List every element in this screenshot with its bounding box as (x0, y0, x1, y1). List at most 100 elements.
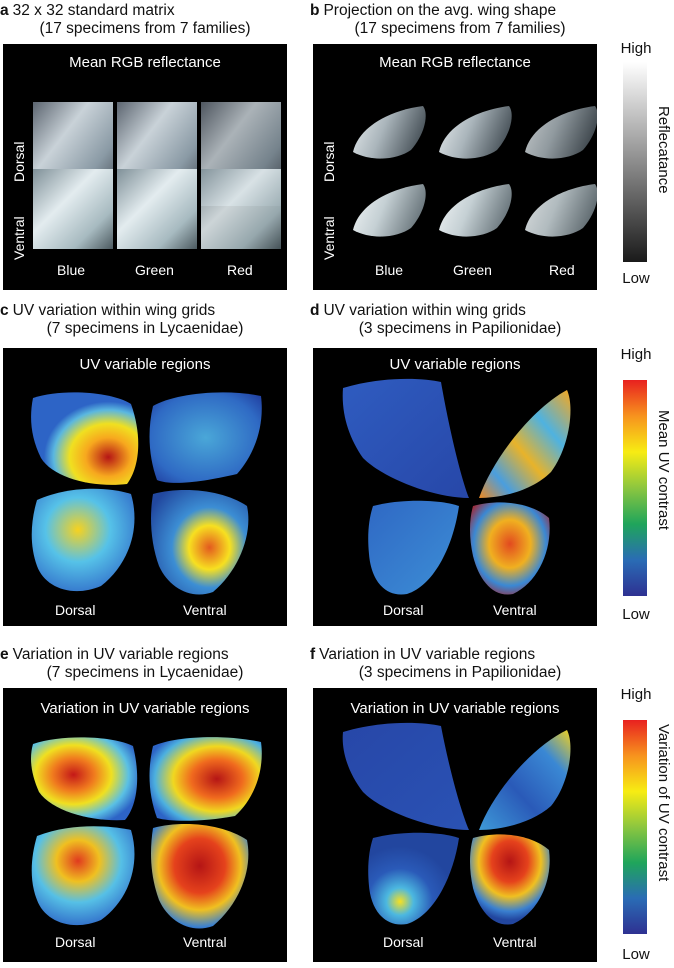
matrix-image: Mean RGB reflectance Dorsal Ventral Blue… (3, 44, 287, 290)
dorsal-label: Dorsal (55, 602, 96, 618)
panel-title: Variation in UV variable regions (319, 646, 536, 663)
ventral-label: Ventral (493, 602, 537, 618)
panel-f-caption: f Variation in UV variable regions (3 spe… (310, 646, 610, 682)
panel-d: d UV variation within wing grids (3 speci… (310, 300, 674, 632)
panel-e: e Variation in UV variable regions (7 spe… (0, 644, 290, 968)
panel-subtitle: (7 specimens in Lycaenidae) (46, 664, 244, 681)
panel-letter: b (310, 2, 320, 19)
reflectance-colorbar (623, 62, 647, 262)
ventral-forewing (479, 390, 571, 498)
dorsal-forewing (342, 722, 469, 830)
ventral-hindwing (470, 834, 550, 925)
inner-title: Mean RGB reflectance (69, 54, 221, 71)
panel-c: c UV variation within wing grids (7 speci… (0, 300, 290, 632)
colorbar-low-label: Low (622, 270, 650, 287)
panel-subtitle: (17 specimens from 7 families) (39, 20, 251, 37)
inner-title: UV variable regions (79, 356, 211, 373)
dorsal-label: Dorsal (55, 934, 96, 950)
uv-regions-lycaenidae: UV variable regions Dorsal Ventral (3, 348, 287, 626)
ventral-forewing (479, 730, 571, 830)
col-label-blue: Blue (375, 262, 404, 278)
panel-subtitle: (17 specimens from 7 families) (354, 20, 566, 37)
variation-lycaenidae: Variation in UV variable regions Dorsal … (3, 688, 287, 962)
tile-ventral-red (201, 169, 281, 249)
dorsal-forewing (31, 392, 139, 485)
colorbar-high-label: High (620, 346, 652, 363)
inner-title: Mean RGB reflectance (379, 54, 531, 71)
dorsal-hindwing (368, 500, 459, 595)
wing-projections (353, 106, 597, 237)
colorbar-low-label: Low (622, 946, 650, 963)
tile-ventral-green (117, 169, 197, 249)
ventral-label: Ventral (183, 934, 227, 950)
col-label-red: Red (227, 262, 253, 278)
variation-papilionidae: Variation in UV variable regions Dorsal … (313, 688, 597, 962)
panel-title: Projection on the avg. wing shape (323, 2, 557, 19)
dorsal-forewing (342, 378, 469, 498)
panel-letter: e (0, 646, 9, 663)
projection-image: Mean RGB reflectance Dorsal Ventral Blue… (313, 44, 597, 290)
panel-f: f Variation in UV variable regions (3 spe… (310, 644, 674, 968)
row-label-dorsal: Dorsal (321, 141, 337, 182)
ventral-label: Ventral (493, 934, 537, 950)
dorsal-forewing (31, 737, 138, 821)
panel-a-caption: a 32 x 32 standard matrix (17 specimens f… (0, 2, 290, 38)
dorsal-hindwing (31, 488, 135, 592)
panel-d-caption: d UV variation within wing grids (3 speci… (310, 302, 610, 338)
uv-variation-colorbar (623, 720, 647, 934)
colorbar-title: Reflecatance (655, 106, 672, 194)
panel-c-caption: c UV variation within wing grids (7 speci… (0, 302, 290, 338)
panel-b-caption: b Projection on the avg. wing shape (17 s… (310, 2, 610, 38)
row-label-ventral: Ventral (321, 216, 337, 260)
colorbar-title: Mean UV contrast (655, 410, 672, 531)
matrix-grid (33, 102, 281, 249)
panel-title: 32 x 32 standard matrix (12, 2, 175, 19)
projection-ventral-green (439, 184, 512, 237)
inner-title: UV variable regions (389, 356, 521, 373)
butterfly-heatmap (342, 722, 571, 925)
colorbar-low-label: Low (622, 606, 650, 623)
projection-ventral-blue (353, 184, 426, 237)
ventral-hindwing (151, 490, 249, 595)
colorbar-high-label: High (620, 40, 652, 57)
panel-subtitle: (3 specimens in Papilionidae) (358, 320, 562, 337)
col-label-green: Green (453, 262, 492, 278)
panel-subtitle: (3 specimens in Papilionidae) (358, 664, 562, 681)
panel-title: UV variation within wing grids (323, 302, 526, 319)
panel-letter: d (310, 302, 320, 319)
row-label-dorsal: Dorsal (11, 141, 27, 182)
panel-letter: a (0, 2, 9, 19)
dorsal-hindwing (31, 826, 135, 926)
col-label-blue: Blue (57, 262, 86, 278)
panel-letter: f (310, 646, 316, 663)
panel-title: Variation in UV variable regions (12, 646, 229, 663)
dorsal-label: Dorsal (383, 934, 424, 950)
projection-ventral-red (525, 184, 597, 237)
projection-dorsal-blue (353, 106, 426, 159)
col-label-red: Red (549, 262, 575, 278)
uv-contrast-colorbar (623, 380, 647, 596)
colorbar-high-label: High (620, 686, 652, 703)
tile-ventral-blue (33, 169, 113, 249)
butterfly-heatmap (31, 392, 262, 595)
ventral-label: Ventral (183, 602, 227, 618)
panel-title: UV variation within wing grids (12, 302, 216, 319)
projection-dorsal-red (525, 106, 597, 159)
panel-b: b Projection on the avg. wing shape (17 s… (310, 0, 674, 295)
dorsal-hindwing (368, 832, 459, 925)
ventral-forewing (149, 737, 262, 821)
panel-subtitle: (7 specimens in Lycaenidae) (46, 320, 244, 337)
butterfly-heatmap (342, 378, 571, 595)
dorsal-label: Dorsal (383, 602, 424, 618)
ventral-hindwing (151, 824, 249, 929)
panel-letter: c (0, 302, 9, 319)
row-label-ventral: Ventral (11, 216, 27, 260)
ventral-forewing (149, 392, 262, 483)
colorbar-title: Variation of UV contrast (655, 724, 672, 882)
col-label-green: Green (135, 262, 174, 278)
ventral-hindwing (470, 502, 550, 595)
butterfly-heatmap (31, 737, 262, 929)
panel-e-caption: e Variation in UV variable regions (7 spe… (0, 646, 290, 682)
uv-regions-papilionidae: UV variable regions Dorsal Ventral (313, 348, 597, 626)
inner-title: Variation in UV variable regions (350, 700, 560, 717)
